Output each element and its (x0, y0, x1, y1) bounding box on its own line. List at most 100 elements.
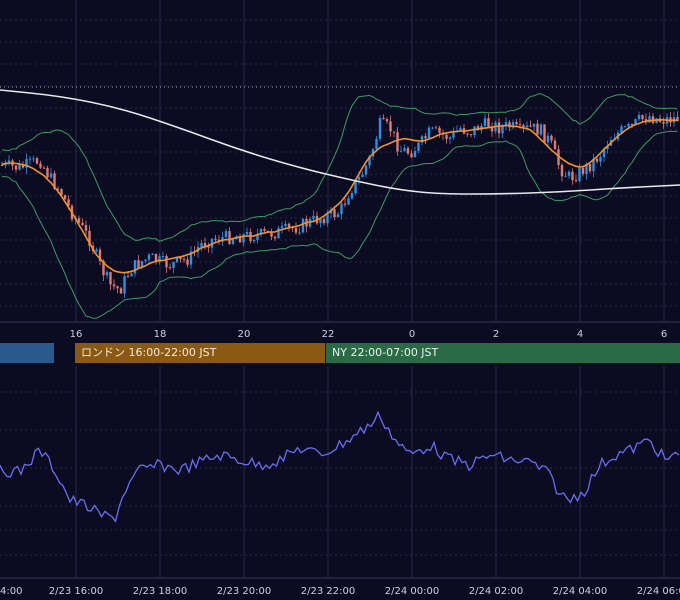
candle-body (84, 225, 88, 231)
candle-body (322, 219, 326, 224)
candle-body (0, 165, 4, 166)
candle-body (98, 249, 102, 262)
candle-body (203, 243, 207, 247)
candle-body (168, 267, 172, 269)
candle-body (28, 158, 32, 160)
moving-average-long-line (0, 89, 680, 195)
candle-body (88, 230, 91, 246)
candle-body (200, 243, 203, 248)
candle-body (112, 284, 116, 287)
x-tick-label: 2/24 02:00 (469, 586, 523, 597)
candle-body (662, 121, 665, 124)
candle-body (144, 259, 147, 262)
candle-body (550, 135, 553, 141)
lower-x-axis: 4:00 2/23 16:00 2/23 18:00 2/23 20:00 2/23 2… (0, 586, 680, 597)
candle-body (403, 148, 406, 152)
candle-body (592, 158, 595, 172)
candle-body (336, 214, 340, 218)
candle-body (623, 126, 627, 128)
candle-body (186, 259, 189, 265)
candle-body (326, 213, 329, 224)
candle-body (490, 127, 494, 132)
candle-body (154, 253, 158, 263)
candle-body (102, 261, 105, 276)
x-tick-label: 2/24 00:00 (385, 586, 439, 597)
candle-body (634, 119, 637, 125)
candle-body (564, 175, 567, 177)
candle-body (501, 126, 504, 134)
session-bar-tokyo (0, 343, 54, 363)
candle-body (357, 177, 361, 180)
candle-body (116, 286, 119, 289)
candle-body (119, 288, 123, 294)
candle-body (333, 209, 336, 218)
candle-body (32, 158, 35, 160)
candle-body (434, 127, 438, 129)
candle-body (95, 249, 98, 251)
x-tick-label: 2 (493, 329, 499, 340)
candle-body (14, 165, 18, 170)
x-tick-label: 16 (70, 329, 83, 340)
candle-body (567, 171, 571, 176)
candle-body (578, 167, 581, 181)
candle-body (620, 126, 623, 133)
candle-body (340, 203, 343, 215)
x-tick-label: 20 (238, 329, 251, 340)
x-tick-label: 22 (322, 329, 335, 340)
candle-body (410, 153, 413, 158)
candle-body (207, 246, 210, 248)
candle-body (277, 228, 280, 239)
candle-body (140, 261, 144, 268)
candle-body (469, 134, 473, 136)
candle-body (406, 148, 410, 154)
candle-body (585, 163, 588, 175)
bollinger-upper (1, 93, 678, 243)
candle-body (105, 272, 109, 276)
candle-body (273, 236, 277, 239)
candle-body (231, 239, 235, 244)
candle-body (392, 131, 396, 133)
candle-body (504, 122, 508, 127)
candle-body (539, 124, 543, 135)
candle-body (532, 123, 536, 127)
session-label-london: ロンドン 16:00-22:00 JST (81, 346, 217, 359)
candle-body (179, 257, 182, 260)
candle-body (39, 163, 42, 168)
candle-body (466, 133, 469, 135)
candle-body (396, 132, 399, 152)
candle-body (35, 158, 39, 164)
candle-body (81, 222, 84, 226)
candle-body (515, 122, 518, 125)
candle-body (676, 117, 679, 122)
x-tick-label: 4:00 (0, 586, 22, 597)
candle-body (420, 136, 424, 143)
candle-body (63, 195, 67, 200)
candle-body (445, 134, 448, 140)
session-bar-london: ロンドン 16:00-22:00 JST (75, 343, 325, 363)
candle-body (511, 122, 515, 128)
candle-body (606, 145, 609, 150)
candle-body (354, 179, 357, 194)
candle-body (378, 118, 382, 139)
oscillator-series (0, 410, 680, 523)
candle-body (459, 128, 462, 131)
candle-body (424, 136, 427, 139)
candle-body (147, 254, 151, 260)
candle-body (224, 231, 228, 237)
candle-body (7, 160, 11, 163)
candle-body (399, 151, 403, 153)
candle-body (130, 273, 133, 277)
candle-body (525, 125, 529, 128)
candle-body (560, 164, 564, 177)
candle-body (46, 167, 49, 178)
candle-body (581, 167, 585, 175)
candle-body (588, 163, 592, 172)
candle-body (627, 123, 630, 127)
candle-body (641, 115, 644, 120)
candle-body (182, 259, 186, 261)
candle-body (126, 276, 130, 278)
candle-body (270, 231, 273, 237)
candle-body (21, 164, 25, 168)
candle-body (574, 180, 578, 182)
